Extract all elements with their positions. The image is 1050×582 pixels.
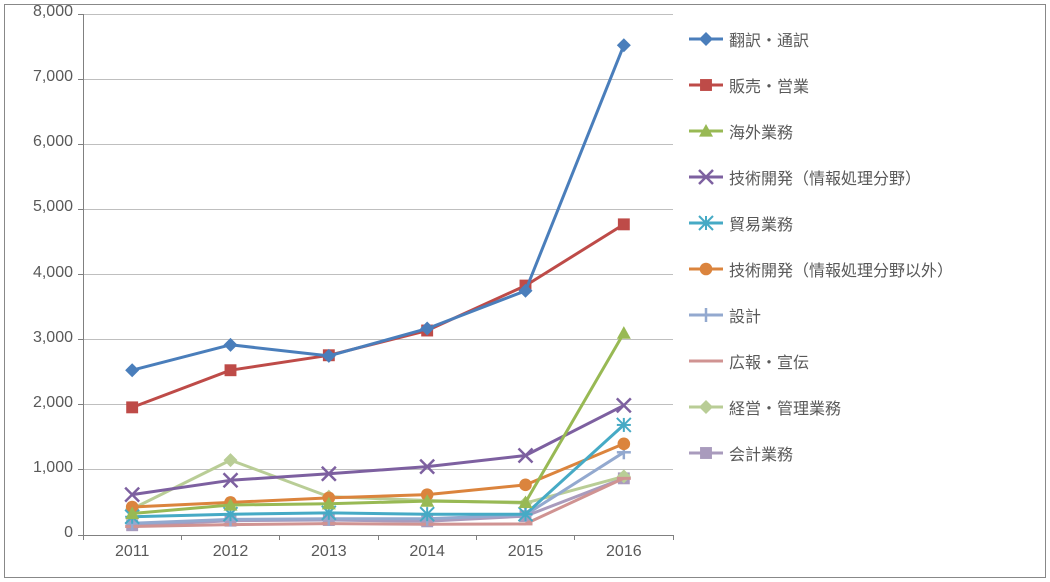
legend-item: 広報・宣伝 xyxy=(689,350,953,372)
series-1 xyxy=(126,218,630,413)
legend-swatch xyxy=(689,74,723,96)
legend-item: 設計 xyxy=(689,304,953,326)
legend-item: 技術開発（情報処理分野以外） xyxy=(689,258,953,280)
legend-item: 海外業務 xyxy=(689,120,953,142)
legend-item: 翻訳・通訳 xyxy=(689,28,953,50)
legend-swatch xyxy=(689,304,723,326)
legend-label: 翻訳・通訳 xyxy=(729,27,809,51)
legend-label: 貿易業務 xyxy=(729,211,793,235)
legend-swatch xyxy=(689,28,723,50)
legend-label: 会計業務 xyxy=(729,441,793,465)
legend-item: 技術開発（情報処理分野） xyxy=(689,166,953,188)
chart-container: 01,0002,0003,0004,0005,0006,0007,0008,00… xyxy=(4,4,1046,578)
legend-label: 広報・宣伝 xyxy=(729,349,809,373)
legend-item: 貿易業務 xyxy=(689,212,953,234)
legend-swatch xyxy=(689,258,723,280)
chart-legend: 翻訳・通訳販売・営業海外業務技術開発（情報処理分野） 貿易業務技術開発（情報処理分… xyxy=(689,28,953,488)
legend-swatch xyxy=(689,350,723,372)
legend-label: 経営・管理業務 xyxy=(729,395,841,419)
series-2 xyxy=(125,326,631,519)
series-0 xyxy=(125,38,631,377)
legend-label: 技術開発（情報処理分野以外） xyxy=(729,257,953,281)
legend-item: 会計業務 xyxy=(689,442,953,464)
legend-swatch xyxy=(689,120,723,142)
legend-item: 販売・営業 xyxy=(689,74,953,96)
legend-item: 経営・管理業務 xyxy=(689,396,953,418)
legend-swatch xyxy=(689,442,723,464)
legend-label: 設計 xyxy=(729,303,761,327)
legend-label: 技術開発（情報処理分野） xyxy=(729,165,921,189)
legend-label: 海外業務 xyxy=(729,119,793,143)
legend-label: 販売・営業 xyxy=(729,73,809,97)
legend-swatch xyxy=(689,396,723,418)
legend-swatch xyxy=(689,212,723,234)
legend-swatch xyxy=(689,166,723,188)
